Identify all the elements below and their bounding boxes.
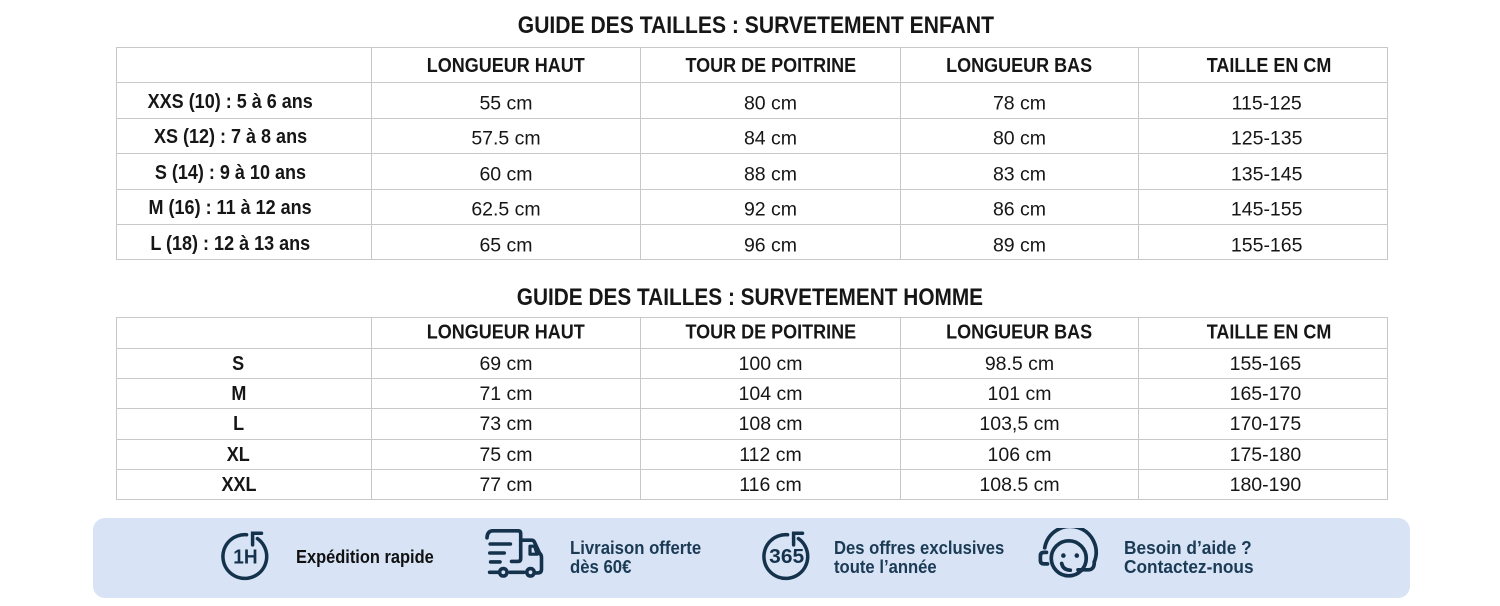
- svg-text:365: 365: [769, 545, 804, 567]
- svg-text:1H: 1H: [233, 546, 257, 569]
